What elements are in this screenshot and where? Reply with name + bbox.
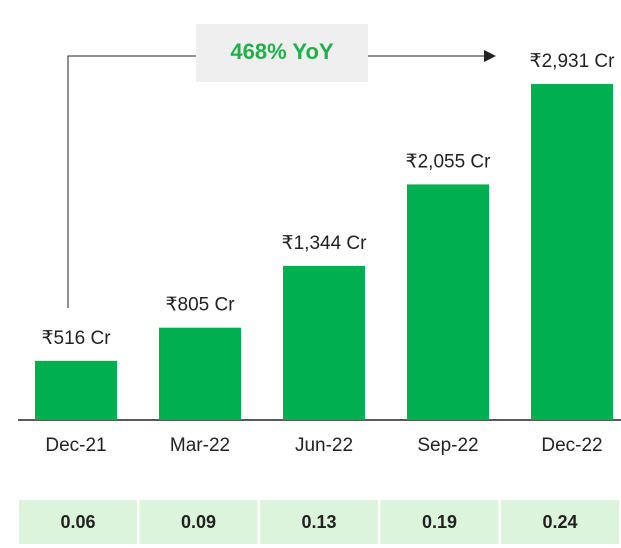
x-tick-label: Dec-21 — [45, 435, 106, 456]
value-label: ₹1,344 Cr — [282, 233, 368, 254]
bar — [35, 360, 117, 420]
bar — [531, 84, 613, 420]
annotation-arrow-head — [484, 50, 496, 62]
table-value: 0.06 — [60, 512, 95, 532]
table-cell — [380, 500, 499, 544]
x-tick-label: Dec-22 — [541, 435, 602, 456]
x-tick-label: Mar-22 — [170, 435, 230, 456]
bar — [159, 327, 241, 420]
value-label: ₹2,931 Cr — [530, 51, 616, 72]
table-cell — [501, 500, 619, 544]
value-label: ₹805 Cr — [165, 295, 235, 316]
annotation-line — [67, 55, 196, 308]
x-tick-label: Jun-22 — [295, 435, 353, 456]
table-value: 0.19 — [422, 512, 457, 532]
annotation: 468% YoY — [230, 39, 333, 64]
x-tick-label: Sep-22 — [417, 435, 478, 456]
table-value: 0.13 — [301, 512, 336, 532]
annotation-box — [196, 24, 368, 82]
table-value: 0.09 — [181, 512, 216, 532]
table-cell — [19, 500, 137, 544]
value-label: ₹516 Cr — [41, 328, 111, 349]
table-cell — [260, 500, 378, 544]
table-cell — [139, 500, 258, 544]
value-label: ₹2,055 Cr — [406, 151, 492, 172]
bar — [407, 184, 489, 420]
table-value: 0.24 — [542, 512, 577, 532]
bar — [283, 265, 365, 420]
